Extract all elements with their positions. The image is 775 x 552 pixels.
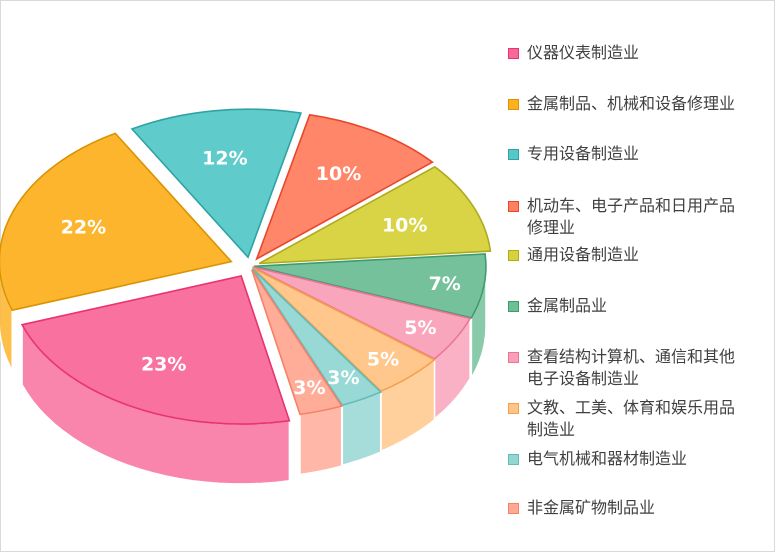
- legend-label-3: 专用设备制造业: [527, 144, 640, 163]
- legend-label-8: 文教、工美、体育和娱乐用品 制造业: [527, 398, 736, 439]
- legend-item-6[interactable]: 金属制品业: [508, 295, 770, 317]
- slice-label-3: 12%: [202, 148, 247, 170]
- slice-label-5: 10%: [382, 215, 427, 237]
- pie-slice-4[interactable]: [255, 113, 434, 261]
- legend-item-1[interactable]: 仪器仪表制造业: [508, 42, 770, 64]
- legend-swatch-9: [508, 454, 519, 465]
- legend-item-5[interactable]: 通用设备制造业: [508, 244, 770, 266]
- legend-swatch-1: [508, 48, 519, 59]
- legend-label-10: 非金属矿物制品业: [527, 498, 656, 517]
- legend-item-8[interactable]: 文教、工美、体育和娱乐用品 制造业: [508, 397, 770, 441]
- legend-item-7[interactable]: 查看结构计算机、通信和其他 电子设备制造业: [508, 346, 770, 390]
- legend-swatch-5: [508, 250, 519, 261]
- legend-item-2[interactable]: 金属制品、机械和设备修理业: [508, 93, 770, 115]
- pie-slice-6[interactable]: [253, 253, 487, 319]
- pie-slice-9[interactable]: [251, 268, 383, 407]
- legend-item-10[interactable]: 非金属矿物制品业: [508, 497, 770, 519]
- pie-slice-side-10: [299, 405, 343, 476]
- slice-label-7: 5%: [404, 317, 436, 339]
- slice-label-2: 22%: [61, 217, 106, 239]
- slice-label-1: 23%: [141, 354, 186, 376]
- pie-slice-10[interactable]: [251, 269, 343, 416]
- legend-label-6: 金属制品业: [527, 296, 608, 315]
- legend-swatch-10: [508, 503, 519, 514]
- legend-swatch-8: [508, 403, 519, 414]
- legend-item-3[interactable]: 专用设备制造业: [508, 143, 770, 165]
- pie-slice-1[interactable]: [20, 275, 291, 425]
- slice-label-4: 10%: [316, 163, 361, 185]
- legend-item-4[interactable]: 机动车、电子产品和日用产品 修理业: [508, 195, 770, 239]
- legend-swatch-7: [508, 352, 519, 363]
- pie-slice-5[interactable]: [258, 165, 492, 265]
- legend-swatch-6: [508, 301, 519, 312]
- pie-slice-2[interactable]: [0, 132, 233, 312]
- legend-label-4: 机动车、电子产品和日用产品 修理业: [527, 196, 736, 237]
- legend-label-5: 通用设备制造业: [527, 245, 640, 264]
- legend-label-2: 金属制品、机械和设备修理业: [527, 94, 736, 113]
- pie-slice-8[interactable]: [252, 267, 436, 393]
- legend-swatch-3: [508, 149, 519, 160]
- legend-swatch-2: [508, 99, 519, 110]
- legend-label-1: 仪器仪表制造业: [527, 43, 640, 62]
- legend-item-9[interactable]: 电气机械和器材制造业: [508, 448, 770, 470]
- slice-label-6: 7%: [429, 273, 461, 295]
- legend-label-7: 查看结构计算机、通信和其他 电子设备制造业: [527, 347, 736, 388]
- legend-label-9: 电气机械和器材制造业: [527, 449, 688, 468]
- slice-label-10: 3%: [293, 377, 325, 399]
- slice-label-9: 3%: [327, 367, 359, 389]
- slice-label-8: 5%: [367, 348, 399, 370]
- legend-swatch-4: [508, 201, 519, 212]
- pie-slice-3[interactable]: [130, 108, 302, 259]
